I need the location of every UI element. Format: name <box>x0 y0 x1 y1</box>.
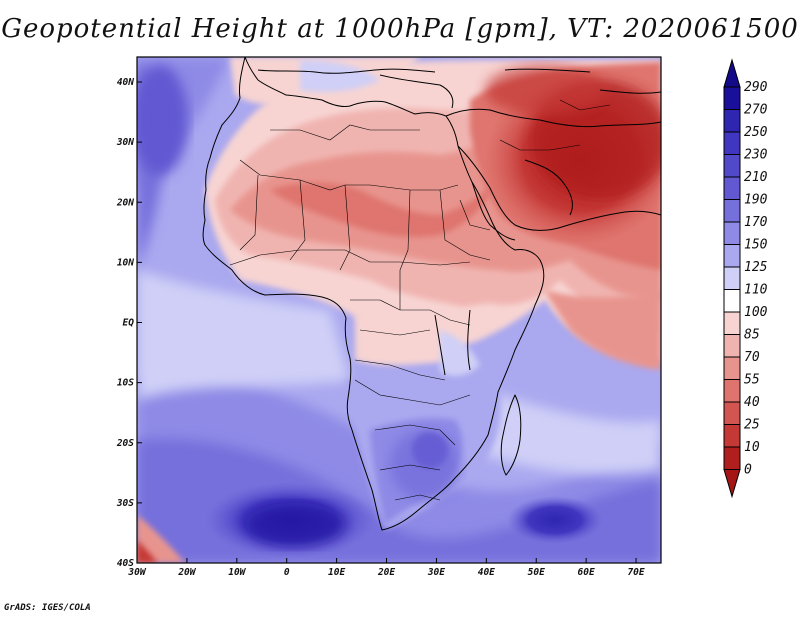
colorbar-level-label: 55 <box>744 373 760 388</box>
lon-tick-label: 50E <box>528 567 545 578</box>
colorbar-level-label: 150 <box>744 238 768 253</box>
colorbar-swatch <box>723 154 741 178</box>
plot-frame <box>136 56 662 564</box>
colorbar-level-label: 190 <box>744 193 768 208</box>
lon-tick-label: 0 <box>284 567 290 578</box>
colorbar-level-label: 290 <box>744 80 768 95</box>
colorbar-level-label: 170 <box>744 215 768 230</box>
colorbar: 2902702502302101901701501251101008570554… <box>723 58 768 499</box>
colorbar-top-arrow <box>723 58 741 88</box>
lat-tick-label: 40N <box>117 77 134 88</box>
lon-tick-label: 30E <box>427 567 445 578</box>
colorbar-swatch <box>723 266 741 290</box>
colorbar-swatch <box>723 446 741 470</box>
lon-tick-label: 10E <box>328 567 345 578</box>
colorbar-level-label: 10 <box>744 440 760 455</box>
lat-tick-label: 30N <box>116 137 134 148</box>
colorbar-level-label: 70 <box>744 350 760 365</box>
colorbar-swatch <box>723 289 741 313</box>
colorbar-swatch <box>723 401 741 425</box>
colorbar-level-label: 250 <box>744 125 768 140</box>
latitude-axis: 40N 30N 20N 10N EQ 10S 20S 30S 40S <box>116 77 142 569</box>
colorbar-swatch <box>723 356 741 380</box>
lon-tick-label: 10W <box>228 567 246 578</box>
lon-tick-label: 20W <box>177 567 196 578</box>
lon-tick-label: 20E <box>377 567 395 578</box>
colorbar-swatch <box>723 311 741 335</box>
colorbar-swatch <box>723 176 741 200</box>
colorbar-level-label: 270 <box>744 103 768 118</box>
colorbar-swatch <box>723 334 741 358</box>
colorbar-swatch <box>723 86 741 110</box>
height-field <box>137 57 661 563</box>
lon-tick-label: 70E <box>627 567 644 578</box>
colorbar-level-label: 40 <box>744 395 760 410</box>
lon-tick-label: 40E <box>478 567 495 578</box>
colorbar-level-label: 100 <box>744 305 768 320</box>
colorbar-swatch <box>723 221 741 245</box>
colorbar-level-label: 25 <box>744 418 760 433</box>
lat-tick-label: 10N <box>117 257 134 268</box>
coastlines <box>202 57 661 531</box>
colorbar-swatch <box>723 424 741 448</box>
colorbar-level-label: 230 <box>744 148 768 163</box>
lat-tick-label: 30S <box>116 498 134 509</box>
lat-tick-label: 40S <box>117 558 134 569</box>
colorbar-level-label: 85 <box>744 328 760 343</box>
colorbar-bottom-arrow <box>723 469 741 499</box>
grads-credit: GrADS: IGES/COLA <box>4 603 91 613</box>
colorbar-swatch <box>723 131 741 155</box>
colorbar-level-label: 210 <box>744 170 768 185</box>
lat-tick-label: EQ <box>123 318 135 329</box>
colorbar-swatch <box>723 244 741 268</box>
lat-tick-label: 10S <box>117 378 134 389</box>
colorbar-level-label: 0 <box>744 463 752 478</box>
lon-tick-label: 60E <box>578 567 595 578</box>
lon-tick-label: 30W <box>127 567 146 578</box>
longitude-axis: 30W 20W 10W 0 10E 20E 30E 40E 50E 60E 70E <box>127 558 645 578</box>
country-borders <box>229 99 611 501</box>
colorbar-swatch <box>723 199 741 223</box>
colorbar-level-label: 125 <box>744 260 768 275</box>
lat-tick-label: 20S <box>116 438 134 449</box>
colorbar-level-label: 110 <box>744 283 768 298</box>
colorbar-swatch <box>723 379 741 403</box>
chart-title: Geopotential Height at 1000hPa [gpm], VT… <box>1 14 799 44</box>
lat-tick-label: 20N <box>116 197 134 208</box>
colorbar-swatch <box>723 109 741 133</box>
